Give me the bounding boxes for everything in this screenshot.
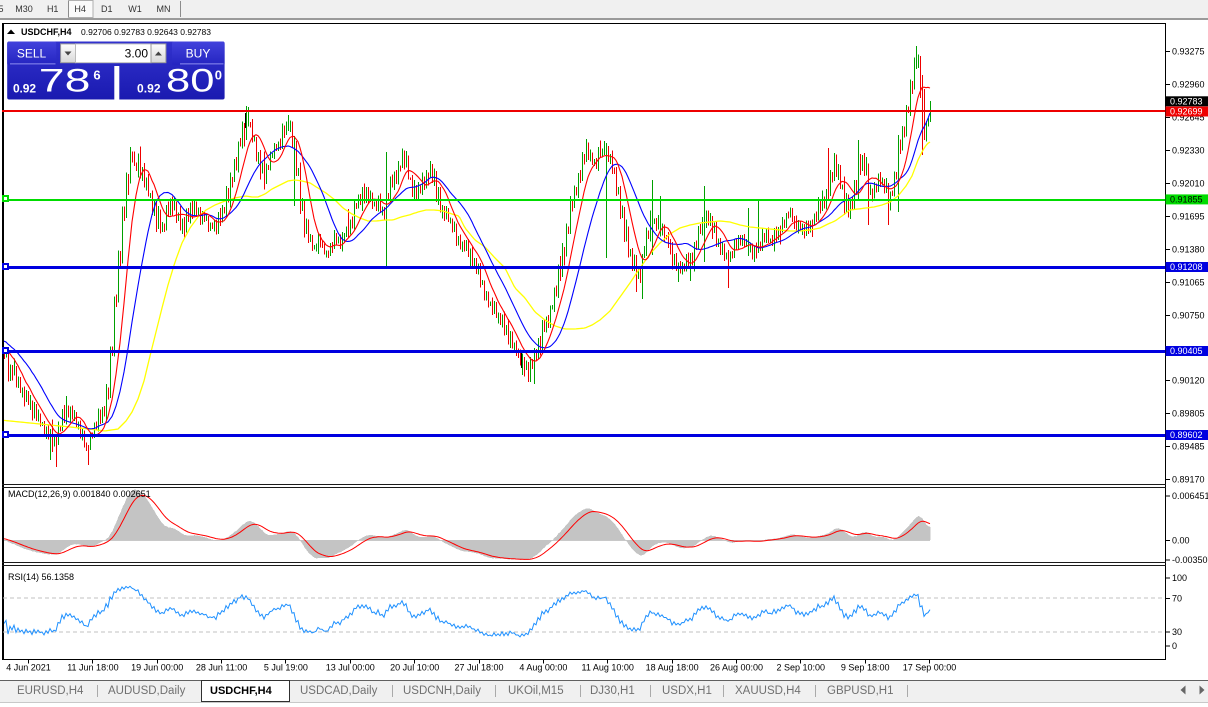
svg-text:0.92783: 0.92783: [1170, 97, 1203, 107]
svg-text:28 Jun 11:00: 28 Jun 11:00: [196, 663, 247, 673]
svg-text:BUY: BUY: [186, 46, 211, 60]
svg-text:4 Jun 2021: 4 Jun 2021: [6, 663, 51, 673]
svg-text:3.00: 3.00: [125, 47, 149, 61]
svg-text:0: 0: [1172, 641, 1177, 651]
svg-text:H1: H1: [47, 4, 59, 14]
svg-text:W1: W1: [128, 4, 142, 14]
svg-text:0.92: 0.92: [13, 82, 36, 96]
svg-text:0.00: 0.00: [1172, 536, 1190, 546]
svg-text:0.92: 0.92: [137, 82, 161, 96]
svg-text:0.92699: 0.92699: [1170, 107, 1203, 117]
svg-text:4 Aug 00:00: 4 Aug 00:00: [519, 663, 567, 673]
svg-text:9 Sep 18:00: 9 Sep 18:00: [841, 663, 890, 673]
svg-text:-0.003507: -0.003507: [1172, 555, 1208, 565]
svg-text:EURUSD,H4: EURUSD,H4: [17, 685, 84, 697]
svg-text:UKOil,M15: UKOil,M15: [508, 685, 564, 697]
svg-text:80: 80: [166, 63, 214, 99]
svg-text:70: 70: [1172, 594, 1182, 604]
svg-text:30: 30: [1172, 627, 1182, 637]
svg-text:18 Aug 18:00: 18 Aug 18:00: [646, 663, 699, 673]
svg-text:5: 5: [0, 4, 4, 14]
svg-text:0.89485: 0.89485: [1172, 442, 1205, 452]
svg-text:RSI(14) 56.1358: RSI(14) 56.1358: [8, 572, 74, 582]
svg-text:6: 6: [93, 68, 100, 83]
svg-text:0.91208: 0.91208: [1170, 262, 1203, 272]
svg-text:USDCNH,Daily: USDCNH,Daily: [403, 685, 481, 697]
svg-text:0.92010: 0.92010: [1172, 179, 1205, 189]
svg-text:GBPUSD,H1: GBPUSD,H1: [827, 685, 893, 697]
svg-text:19 Jun 00:00: 19 Jun 00:00: [131, 663, 183, 673]
svg-text:USDCHF,H4: USDCHF,H4: [210, 685, 273, 697]
svg-text:0.89170: 0.89170: [1172, 475, 1205, 485]
svg-text:MN: MN: [157, 4, 171, 14]
svg-text:0.92960: 0.92960: [1172, 80, 1205, 90]
svg-text:13 Jul 00:00: 13 Jul 00:00: [326, 663, 375, 673]
svg-text:H4: H4: [74, 4, 86, 14]
svg-text:11 Aug 10:00: 11 Aug 10:00: [582, 663, 634, 673]
svg-text:D1: D1: [101, 4, 113, 14]
svg-text:17 Sep 00:00: 17 Sep 00:00: [903, 663, 957, 673]
svg-text:0.92645: 0.92645: [1172, 113, 1205, 123]
svg-text:100: 100: [1172, 573, 1187, 583]
svg-text:0.90120: 0.90120: [1172, 376, 1205, 386]
svg-text:27 Jul 18:00: 27 Jul 18:00: [454, 663, 503, 673]
svg-text:78: 78: [39, 63, 91, 98]
svg-text:26 Aug 00:00: 26 Aug 00:00: [710, 663, 763, 673]
svg-text:0.91855: 0.91855: [1170, 195, 1203, 205]
svg-text:XAUUSD,H4: XAUUSD,H4: [735, 685, 801, 697]
svg-text:USDX,H1: USDX,H1: [662, 685, 712, 697]
svg-text:0: 0: [215, 68, 222, 83]
svg-text:5 Jul 19:00: 5 Jul 19:00: [264, 663, 308, 673]
svg-text:SELL: SELL: [17, 46, 47, 60]
svg-text:0.92706 0.92783 0.92643 0.9278: 0.92706 0.92783 0.92643 0.92783: [81, 27, 211, 37]
svg-text:20 Jul 10:00: 20 Jul 10:00: [390, 663, 439, 673]
svg-text:0.89805: 0.89805: [1172, 409, 1205, 419]
svg-text:0.91380: 0.91380: [1172, 245, 1205, 255]
svg-text:2 Sep 10:00: 2 Sep 10:00: [777, 663, 826, 673]
svg-text:0.93275: 0.93275: [1172, 47, 1205, 57]
svg-text:0.006451: 0.006451: [1172, 491, 1208, 501]
svg-text:0.91065: 0.91065: [1172, 278, 1205, 288]
svg-text:USDCHF,H4: USDCHF,H4: [21, 27, 72, 37]
svg-text:0.90750: 0.90750: [1172, 311, 1205, 321]
svg-text:USDCAD,Daily: USDCAD,Daily: [300, 685, 378, 697]
svg-text:0.89602: 0.89602: [1170, 430, 1203, 440]
svg-text:DJ30,H1: DJ30,H1: [590, 685, 635, 697]
svg-text:AUDUSD,Daily: AUDUSD,Daily: [108, 685, 186, 697]
svg-text:11 Jun 18:00: 11 Jun 18:00: [67, 663, 118, 673]
svg-text:M30: M30: [15, 4, 33, 14]
svg-text:0.91695: 0.91695: [1172, 212, 1205, 222]
svg-text:0.92330: 0.92330: [1172, 146, 1205, 156]
svg-text:0.90405: 0.90405: [1170, 346, 1203, 356]
svg-text:MACD(12,26,9) 0.001840 0.00265: MACD(12,26,9) 0.001840 0.002651: [8, 489, 151, 499]
